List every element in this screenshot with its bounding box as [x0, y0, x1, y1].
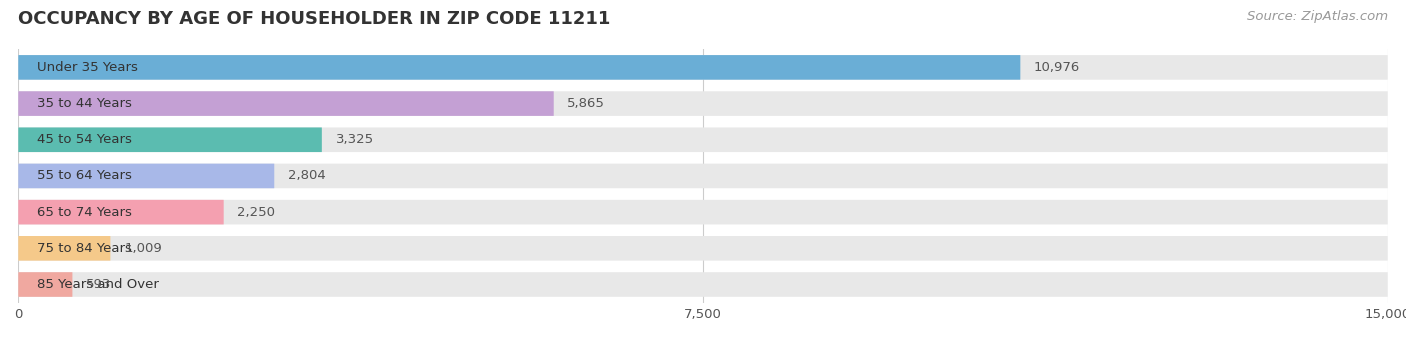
Text: 1,009: 1,009 — [124, 242, 162, 255]
Text: 45 to 54 Years: 45 to 54 Years — [37, 133, 131, 146]
FancyBboxPatch shape — [18, 272, 1388, 297]
Text: 85 Years and Over: 85 Years and Over — [37, 278, 159, 291]
Text: 55 to 64 Years: 55 to 64 Years — [37, 169, 131, 183]
FancyBboxPatch shape — [18, 128, 322, 152]
Text: OCCUPANCY BY AGE OF HOUSEHOLDER IN ZIP CODE 11211: OCCUPANCY BY AGE OF HOUSEHOLDER IN ZIP C… — [18, 10, 610, 28]
FancyBboxPatch shape — [18, 128, 1388, 152]
Text: 2,804: 2,804 — [288, 169, 326, 183]
FancyBboxPatch shape — [18, 236, 1388, 261]
FancyBboxPatch shape — [18, 200, 224, 224]
Text: 5,865: 5,865 — [568, 97, 606, 110]
FancyBboxPatch shape — [18, 55, 1021, 80]
FancyBboxPatch shape — [18, 91, 1388, 116]
FancyBboxPatch shape — [18, 272, 73, 297]
Text: Source: ZipAtlas.com: Source: ZipAtlas.com — [1247, 10, 1388, 23]
FancyBboxPatch shape — [18, 91, 554, 116]
Text: 10,976: 10,976 — [1033, 61, 1080, 74]
Text: 65 to 74 Years: 65 to 74 Years — [37, 206, 131, 219]
Text: 35 to 44 Years: 35 to 44 Years — [37, 97, 131, 110]
FancyBboxPatch shape — [18, 164, 274, 188]
FancyBboxPatch shape — [18, 236, 111, 261]
FancyBboxPatch shape — [18, 55, 1388, 80]
Text: 3,325: 3,325 — [336, 133, 374, 146]
Text: 2,250: 2,250 — [238, 206, 276, 219]
Text: 593: 593 — [86, 278, 111, 291]
FancyBboxPatch shape — [18, 200, 1388, 224]
FancyBboxPatch shape — [18, 164, 1388, 188]
Text: 75 to 84 Years: 75 to 84 Years — [37, 242, 131, 255]
Text: Under 35 Years: Under 35 Years — [37, 61, 138, 74]
